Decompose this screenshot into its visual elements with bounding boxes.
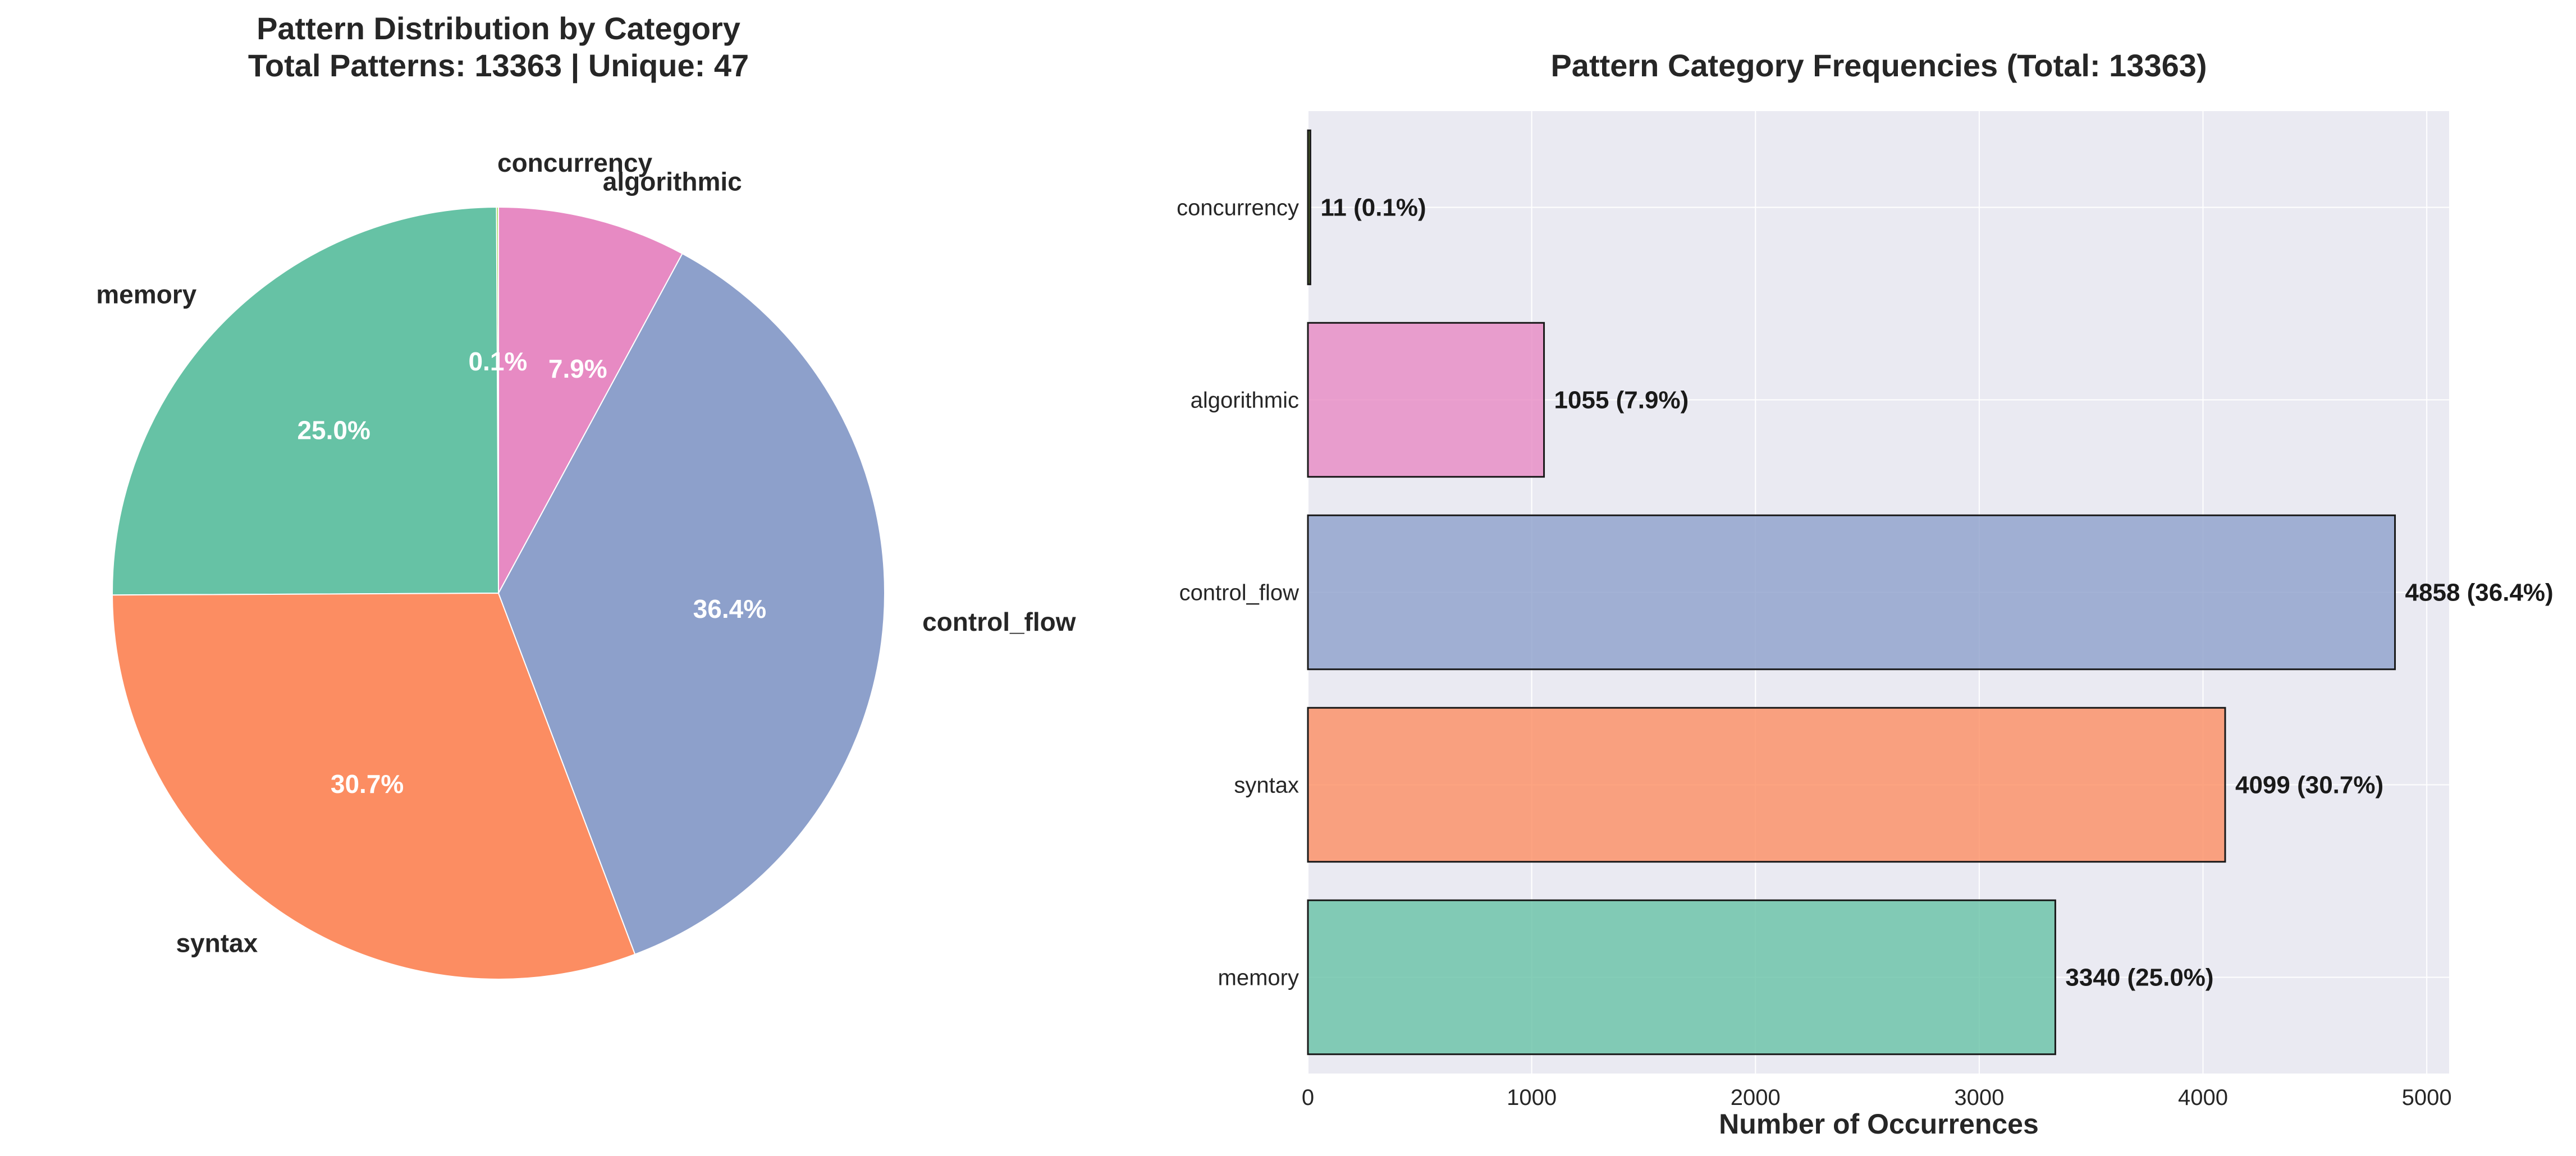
- pie-pct-concurrency: 0.1%: [468, 347, 527, 376]
- bar-memory: [1307, 899, 2056, 1056]
- bar-concurrency: [1307, 129, 1311, 286]
- pie-pct-algorithmic: 7.9%: [548, 354, 607, 383]
- pie-label-control-flow: control_flow: [922, 607, 1076, 636]
- pie-labels: concurrency 0.1% memory 25.0% syntax 30.7% con…: [96, 148, 1076, 957]
- pie-chart-panel: Pattern Distribution by Category Total P…: [96, 11, 1076, 980]
- pie-slice-control-flow: [497, 253, 885, 955]
- pie-title: Pattern Distribution by Category: [257, 11, 740, 46]
- bar-algorithmic: [1307, 322, 1545, 478]
- y-tick-algorithmic: algorithmic: [1191, 388, 1299, 413]
- y-tick-control-flow: control_flow: [1179, 581, 1300, 605]
- pie-label-concurrency: concurrency: [497, 148, 653, 177]
- bar-control-flow: [1307, 514, 2396, 671]
- x-tick-2000: 2000: [1731, 1085, 1781, 1110]
- pie-label-memory: memory: [96, 280, 196, 309]
- pie-slice-syntax: [112, 592, 636, 980]
- bar-category-labels: concurrency algorithmic control_flowsyntax…: [1177, 196, 1299, 990]
- pie-slices: [112, 206, 885, 980]
- pie-pct-syntax: 30.7%: [331, 769, 404, 799]
- bar-value-label-syntax: 4099 (30.7%): [2235, 772, 2383, 799]
- y-tick-concurrency: concurrency: [1177, 196, 1299, 221]
- bars: [1307, 129, 2396, 1056]
- bar-x-axis-label: Number of Occurrences: [1719, 1108, 2039, 1140]
- pie-slice-memory: [112, 207, 500, 596]
- bar-syntax: [1307, 707, 2226, 863]
- bar-x-tick-labels: 0 1000 2000 3000 4000 5000: [1302, 1085, 2452, 1110]
- x-tick-3000: 3000: [1954, 1085, 2004, 1110]
- pie-slice-algorithmic: [498, 206, 683, 594]
- pie-pct-control-flow: 36.4%: [693, 594, 766, 623]
- bar-title: Pattern Category Frequencies (Total: 133…: [1550, 48, 2207, 83]
- pie-label-syntax: syntax: [176, 929, 258, 958]
- bar-value-label-concurrency: 11 (0.1%): [1320, 194, 1426, 222]
- y-tick-syntax: syntax: [1234, 773, 1299, 798]
- y-tick-memory: memory: [1218, 966, 1299, 990]
- bar-value-label-algorithmic: 1055 (7.9%): [1554, 387, 1689, 414]
- bar-chart-panel: Pattern Category Frequencies (Total: 133…: [1177, 48, 2554, 1140]
- pie-pct-memory: 25.0%: [297, 416, 370, 445]
- pie-label-algorithmic: algorithmic: [603, 167, 742, 196]
- x-tick-4000: 4000: [2178, 1085, 2228, 1110]
- bar-value-label-control-flow: 4858 (36.4%): [2405, 579, 2554, 607]
- x-tick-0: 0: [1302, 1085, 1314, 1110]
- pie-subtitle: Total Patterns: 13363 | Unique: 47: [248, 48, 749, 84]
- x-tick-1000: 1000: [1507, 1085, 1557, 1110]
- bar-value-label-memory: 3340 (25.0%): [2065, 964, 2213, 992]
- bar-data-labels: 11 (0.1%) 1055 (7.9%) 4858 (36.4%) 4099 (30…: [1320, 194, 2553, 992]
- x-tick-5000: 5000: [2402, 1085, 2452, 1110]
